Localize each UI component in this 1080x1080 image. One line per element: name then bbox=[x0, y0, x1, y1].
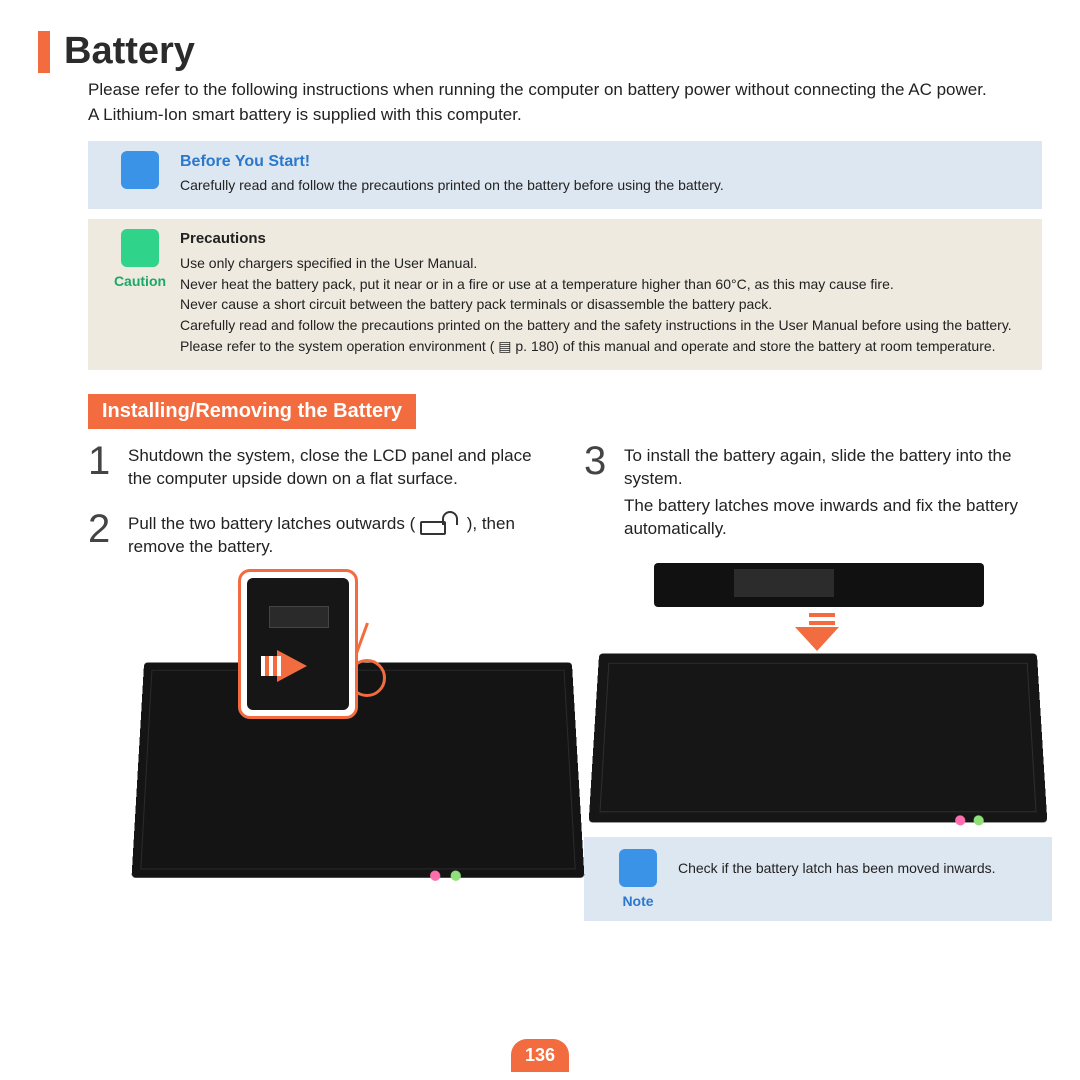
figure-remove-battery bbox=[138, 577, 578, 877]
right-column: 3 To install the battery again, slide th… bbox=[584, 441, 1052, 921]
caution-line-1: Never heat the battery pack, put it near… bbox=[180, 275, 1030, 294]
step-number-2: 2 bbox=[88, 509, 118, 549]
note-label: Note bbox=[622, 893, 653, 909]
intro-line-1: Please refer to the following instructio… bbox=[88, 79, 1032, 102]
intro-line-2: A Lithium-Ion smart battery is supplied … bbox=[88, 104, 1032, 127]
note-text: Check if the battery latch has been move… bbox=[678, 859, 1038, 878]
note-icon bbox=[619, 849, 657, 887]
battery-pack-illustration bbox=[654, 563, 984, 607]
step-number-1: 1 bbox=[88, 441, 118, 481]
intro-block: Please refer to the following instructio… bbox=[88, 79, 1032, 127]
step-3-text: To install the battery again, slide the … bbox=[624, 441, 1052, 545]
before-heading: Before You Start! bbox=[180, 151, 1030, 173]
section-heading: Installing/Removing the Battery bbox=[88, 394, 416, 429]
battery-latch-detail bbox=[238, 569, 358, 719]
info-icon bbox=[121, 151, 159, 189]
title-accent-bar bbox=[38, 31, 50, 73]
figure-install-battery bbox=[584, 563, 1052, 823]
caution-icon bbox=[121, 229, 159, 267]
before-text: Carefully read and follow the precaution… bbox=[180, 176, 1030, 195]
slide-right-arrow-icon bbox=[277, 650, 307, 682]
step-1-text: Shutdown the system, close the LCD panel… bbox=[128, 441, 556, 491]
step-2-text: Pull the two battery latches outwards ( … bbox=[128, 509, 556, 559]
caution-line-3: Carefully read and follow the precaution… bbox=[180, 316, 1030, 335]
laptop-bottom-illustration-2 bbox=[589, 653, 1048, 822]
unlock-icon bbox=[420, 513, 462, 535]
left-column: 1 Shutdown the system, close the LCD pan… bbox=[88, 441, 556, 921]
page-title: Battery bbox=[64, 30, 195, 73]
before-you-start-callout: Before You Start! Carefully read and fol… bbox=[88, 141, 1042, 209]
caution-line-2: Never cause a short circuit between the … bbox=[180, 295, 1030, 314]
page-number: 136 bbox=[511, 1039, 569, 1072]
caution-label: Caution bbox=[114, 273, 166, 289]
step-number-3: 3 bbox=[584, 441, 614, 481]
precautions-heading: Precautions bbox=[180, 229, 1030, 249]
insert-down-arrow-icon bbox=[804, 609, 839, 651]
note-callout: Note Check if the battery latch has been… bbox=[584, 837, 1052, 921]
caution-line-4: Please refer to the system operation env… bbox=[180, 337, 1030, 356]
caution-line-0: Use only chargers specified in the User … bbox=[180, 254, 1030, 273]
caution-callout: Caution Precautions Use only chargers sp… bbox=[88, 219, 1042, 370]
